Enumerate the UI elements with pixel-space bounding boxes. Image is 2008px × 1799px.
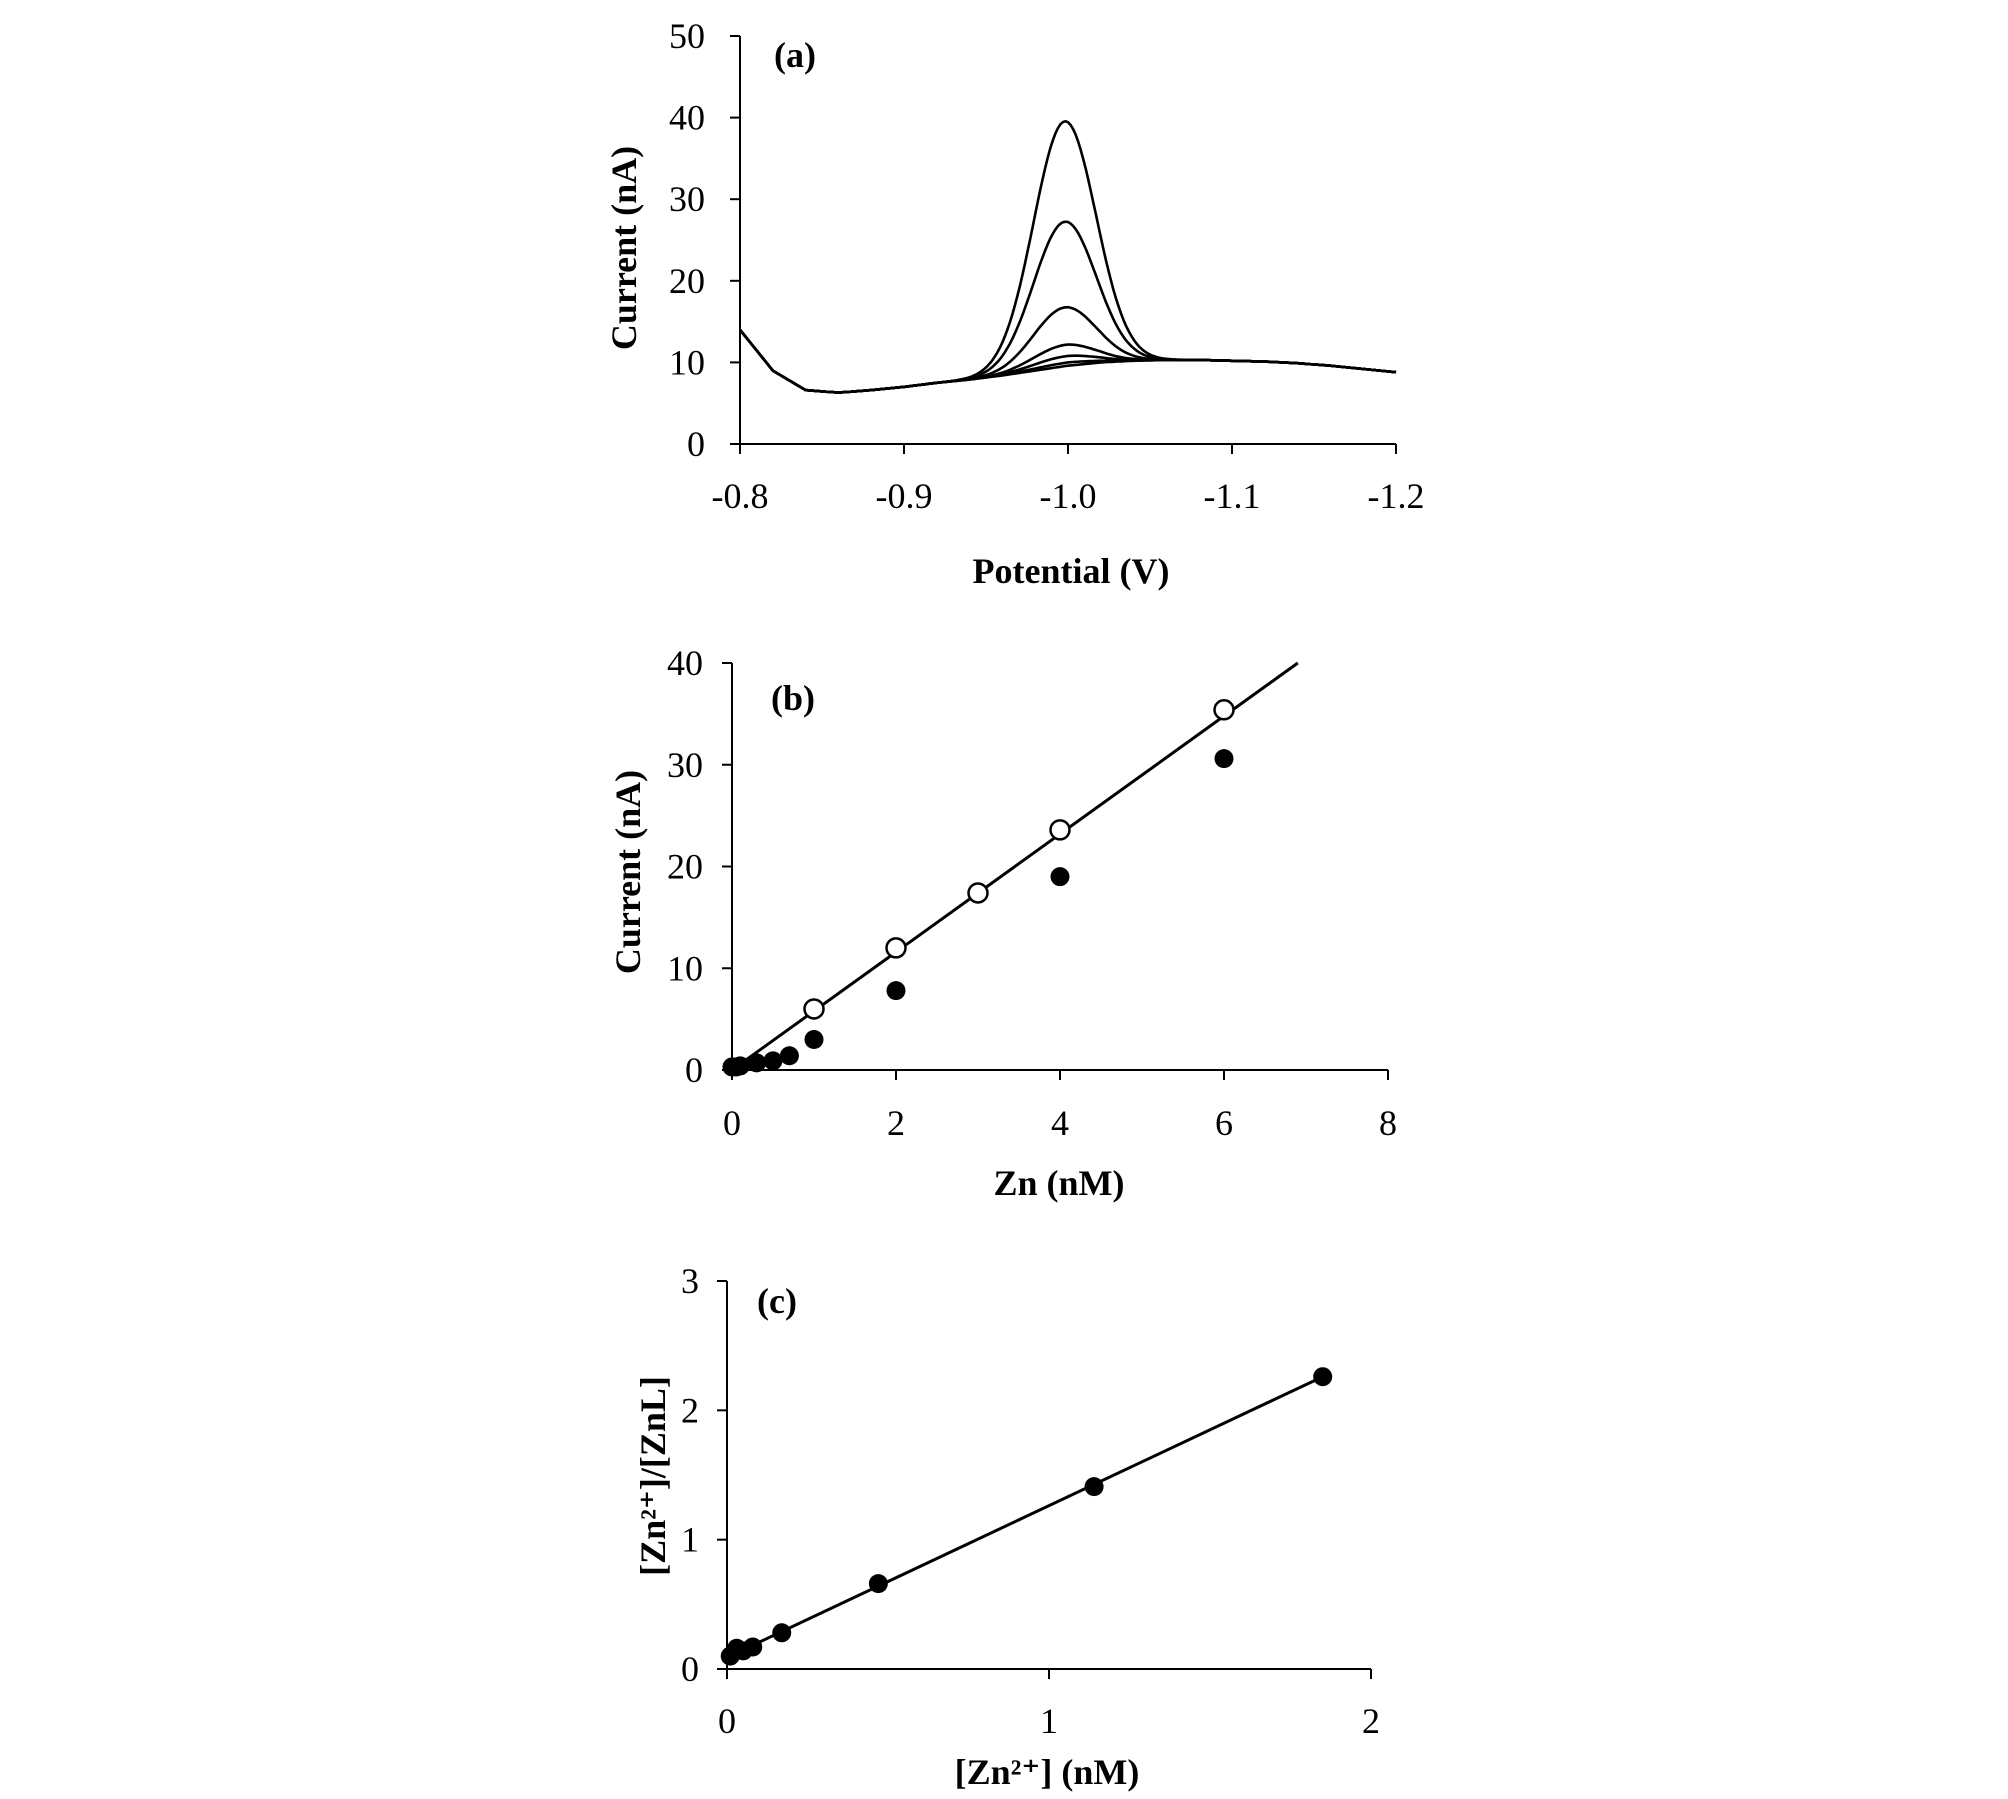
panel-b-open-point [885,937,907,959]
panel-c-y-axis-title: [Zn²⁺]/[ZnL] [633,1376,673,1576]
panel-a-axes [739,36,1396,445]
panel-b-data [722,661,1299,1077]
panel-a-y-tick-label: 10 [669,342,705,382]
panel-c-chart: 0 1 2 0 1 2 3 (c) [Zn²⁺] (nM) [Zn²⁺]/[ZnL] [633,1261,1380,1792]
panel-b-y-axis-title: Current (nA) [608,770,648,974]
panel-c-y-tick-label: 2 [681,1390,699,1430]
panel-b-chart: 0 2 4 6 8 0 10 20 30 40 (b) Zn (nM) Current (nA) [608,643,1397,1203]
panel-a-chart: -0.8 -0.9 -1.0 -1.1 -1.2 0 10 20 30 40 50 (a) Pote… [604,16,1425,591]
panel-b-ticks: 0 2 4 6 8 0 10 20 30 40 [667,643,1397,1143]
panel-b-x-axis-title: Zn (nM) [993,1163,1124,1203]
panel-a-data [738,119,1397,394]
panel-a-y-tick-label: 40 [669,98,705,138]
panel-b-y-tick-label: 30 [667,745,703,785]
panel-b-x-tick-label: 0 [723,1103,741,1143]
panel-b-y-tick-label: 20 [667,847,703,887]
panel-c-fit-line [726,1375,1324,1659]
panel-b-filled-point [886,981,906,1001]
panel-c-y-tick-label: 3 [681,1261,699,1301]
panel-a-trace [738,119,1397,394]
panel-a-y-tick-label: 50 [669,16,705,56]
panel-b-y-tick-label: 10 [667,948,703,988]
panel-c-axes [726,1281,1371,1670]
panel-c-filled-point [772,1623,792,1643]
panel-b-filled-point [747,1053,767,1073]
panel-b-x-tick-label: 6 [1215,1103,1233,1143]
panel-b-filled-point [763,1051,783,1071]
panel-a-y-tick-label: 30 [669,179,705,219]
panel-c-filled-point [868,1574,888,1594]
panel-c-y-tick-label: 1 [681,1520,699,1560]
panel-c-filled-point [743,1637,763,1657]
panel-c-filled-point [1084,1477,1104,1497]
panel-b-open-point [1213,699,1235,721]
panel-a-x-tick-label: -1.1 [1204,476,1261,516]
panel-c-filled-point [1313,1367,1333,1387]
panel-b-filled-point [1214,749,1234,769]
panel-a-x-tick-label: -1.0 [1040,476,1097,516]
panel-b-x-tick-label: 4 [1051,1103,1069,1143]
panel-c-y-tick-label: 0 [681,1649,699,1689]
panel-a-x-tick-label: -0.8 [712,476,769,516]
panel-b-open-point [1049,819,1071,841]
panel-a-x-axis-title: Potential (V) [973,551,1170,591]
panel-c-x-tick-label: 2 [1362,1701,1380,1741]
panel-b-open-point [967,882,989,904]
panel-c-data [720,1367,1333,1666]
panel-a-x-tick-label: -1.2 [1368,476,1425,516]
panel-a-y-tick-label: 20 [669,261,705,301]
panel-b-fit-line [731,661,1299,1072]
panel-a-ticks: -0.8 -0.9 -1.0 -1.1 -1.2 0 10 20 30 40 50 [669,16,1425,516]
panel-b-y-tick-label: 0 [685,1050,703,1090]
panel-b-filled-point [730,1056,750,1076]
panel-b-filled-point [779,1046,799,1066]
panel-b-label: (b) [771,678,815,718]
panel-a-label: (a) [774,35,816,75]
panel-b-axes [731,663,1388,1071]
panel-a-y-axis-title: Current (nA) [604,146,644,350]
panel-c-x-tick-label: 0 [718,1701,736,1741]
panel-a-trace [738,305,1397,394]
panel-b-open-point [803,998,825,1020]
panel-c-x-tick-label: 1 [1040,1701,1058,1741]
panel-c-label: (c) [757,1281,797,1321]
panel-c-ticks: 0 1 2 0 1 2 3 [681,1261,1380,1741]
panel-a-y-tick-label: 0 [687,424,705,464]
panel-b-filled-point [1050,867,1070,887]
panel-b-filled-point [804,1029,824,1049]
panel-b-x-tick-label: 2 [887,1103,905,1143]
panel-b-y-tick-label: 40 [667,643,703,683]
panel-c-x-axis-title: [Zn²⁺] (nM) [955,1752,1140,1792]
panel-a-x-tick-label: -0.9 [876,476,933,516]
panel-b-x-tick-label: 8 [1379,1103,1397,1143]
panel-a-trace [738,328,1397,394]
